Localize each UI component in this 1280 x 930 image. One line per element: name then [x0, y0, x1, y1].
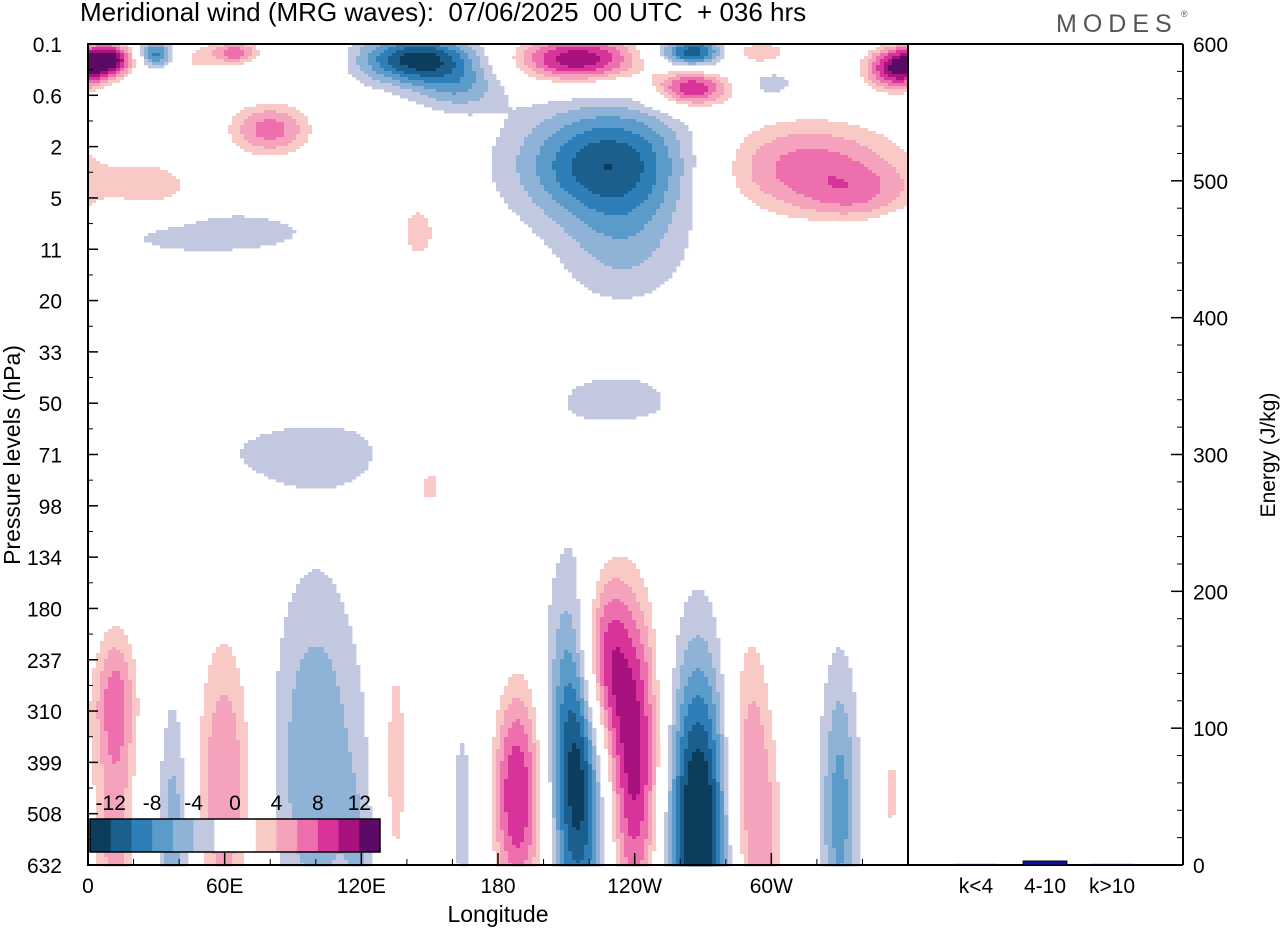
- colorbar-swatch: [235, 819, 257, 852]
- y-axis-label: Pressure levels (hPa): [0, 345, 25, 565]
- x-tick-label: 0: [82, 875, 94, 898]
- energy-tick-label: 200: [1193, 581, 1228, 604]
- energy-bar: [1022, 860, 1068, 866]
- y-tick-label: 2: [50, 137, 62, 160]
- heatmap-axes: 0.1 0.6 2 5 11 20 33 50 71 98 134 180 237 310 399 508 63…: [0, 34, 863, 927]
- colorbar-swatch: [193, 819, 215, 852]
- energy-bar-panel: 0 100 200 300 400 500 600 Energy (J/kg) k<4 4-10 k…: [908, 34, 1280, 898]
- y-tick-label: 632: [27, 855, 62, 878]
- y-tick-label: 71: [39, 445, 62, 468]
- energy-bar: [953, 863, 999, 866]
- x-axis-label: Longitude: [447, 901, 548, 927]
- colorbar-swatch: [297, 819, 319, 852]
- y-tick-label: 399: [27, 752, 62, 775]
- colorbar-swatch: [255, 819, 277, 852]
- y-tick-label: 33: [39, 342, 62, 365]
- colorbar-swatch: [152, 819, 174, 852]
- colorbar-label: -4: [184, 792, 203, 815]
- modes-logo: MODES: [1056, 10, 1178, 39]
- energy-tick-label: 100: [1193, 718, 1228, 741]
- logo-registered-mark: ®: [1181, 9, 1188, 19]
- colorbar-swatch: [110, 819, 132, 852]
- y-tick-label: 50: [39, 393, 62, 416]
- x-tick-label: 120W: [607, 875, 662, 898]
- y-tick-label: 11: [40, 239, 62, 262]
- y-tick-label: 0.1: [33, 34, 62, 57]
- colorbar-label: -8: [143, 792, 162, 815]
- y-tick-label: 20: [39, 291, 62, 314]
- colorbar-swatch: [172, 819, 195, 852]
- x-tick-label: 60W: [750, 875, 793, 898]
- y-tick-label: 237: [27, 650, 62, 673]
- colorbar-swatch: [90, 819, 112, 852]
- y-tick-label: 180: [27, 598, 62, 621]
- heatmap-field: [88, 44, 909, 867]
- energy-tick-label: 500: [1193, 171, 1228, 194]
- y-tick-label: 98: [39, 496, 62, 519]
- colorbar-swatch: [276, 819, 298, 852]
- x-tick-label: 120E: [337, 875, 386, 898]
- energy-tick-label: 600: [1193, 34, 1228, 57]
- energy-bar: [1089, 863, 1135, 866]
- energy-tick-label: 400: [1193, 308, 1228, 331]
- colorbar-label: -12: [96, 792, 126, 815]
- colorbar-label: 12: [348, 792, 371, 815]
- y-tick-label: 134: [27, 547, 62, 570]
- colorbar-swatch: [317, 819, 340, 852]
- colorbar: -12 -8 -4 0 4 8 12: [89, 792, 381, 853]
- y-tick-label: 0.6: [33, 85, 62, 108]
- colorbar-swatch: [359, 819, 381, 852]
- energy-category-label: k<4: [959, 875, 994, 898]
- energy-tick-label: 0: [1193, 855, 1205, 878]
- colorbar-swatch: [338, 819, 360, 852]
- energy-category-label: k>10: [1089, 875, 1135, 898]
- x-tick-label: 60E: [206, 875, 243, 898]
- y-tick-label: 5: [50, 188, 62, 211]
- colorbar-swatch: [131, 819, 153, 852]
- x-tick-label: 180: [480, 875, 515, 898]
- colorbar-label: 4: [271, 792, 283, 815]
- y-tick-label: 310: [27, 701, 62, 724]
- energy-axis-label: Energy (J/kg): [1257, 393, 1280, 518]
- y-tick-label: 508: [27, 804, 62, 827]
- energy-category-label: 4-10: [1024, 875, 1066, 898]
- colorbar-label: 0: [229, 792, 241, 815]
- colorbar-swatch: [214, 819, 236, 852]
- chart-title: Meridional wind (MRG waves): 07/06/2025 …: [80, 0, 806, 28]
- colorbar-label: 8: [312, 792, 324, 815]
- energy-tick-label: 300: [1193, 445, 1228, 468]
- colorbar-frame: [89, 818, 381, 853]
